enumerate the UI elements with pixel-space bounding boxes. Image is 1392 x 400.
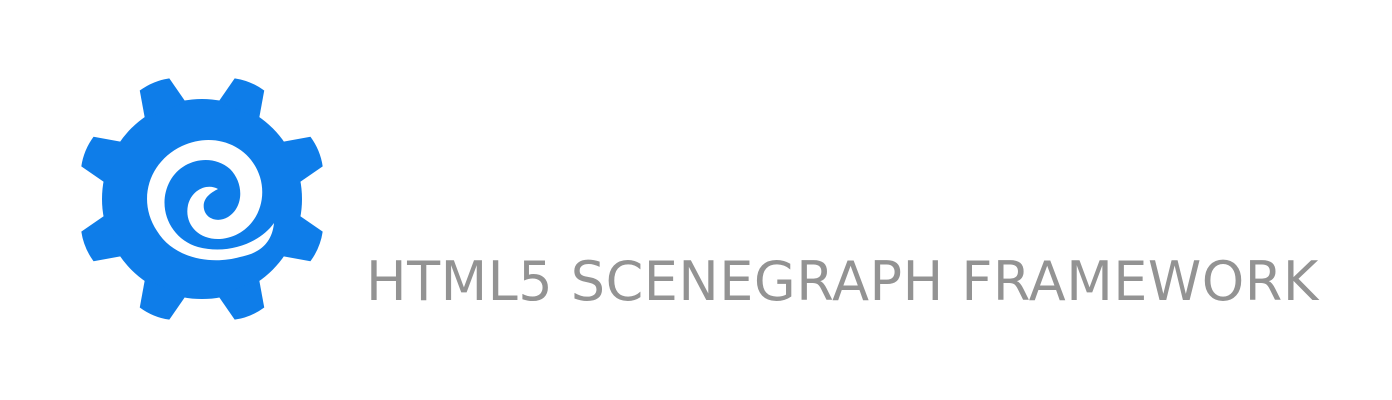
gear-tooth <box>218 279 265 320</box>
gear-tooth <box>282 215 323 262</box>
spiral-shape <box>147 139 274 261</box>
gear-spiral-icon <box>76 74 328 324</box>
gear-spiral-svg <box>81 78 323 320</box>
gear-tooth <box>218 78 265 119</box>
gear-tooth <box>282 136 323 183</box>
tagline: HTML5 SCENEGRAPH FRAMEWORK <box>366 250 1319 313</box>
gear-tooth <box>81 215 122 262</box>
gear-tooth <box>139 78 186 119</box>
gear-tooth <box>139 279 186 320</box>
gear-tooth <box>81 136 122 183</box>
